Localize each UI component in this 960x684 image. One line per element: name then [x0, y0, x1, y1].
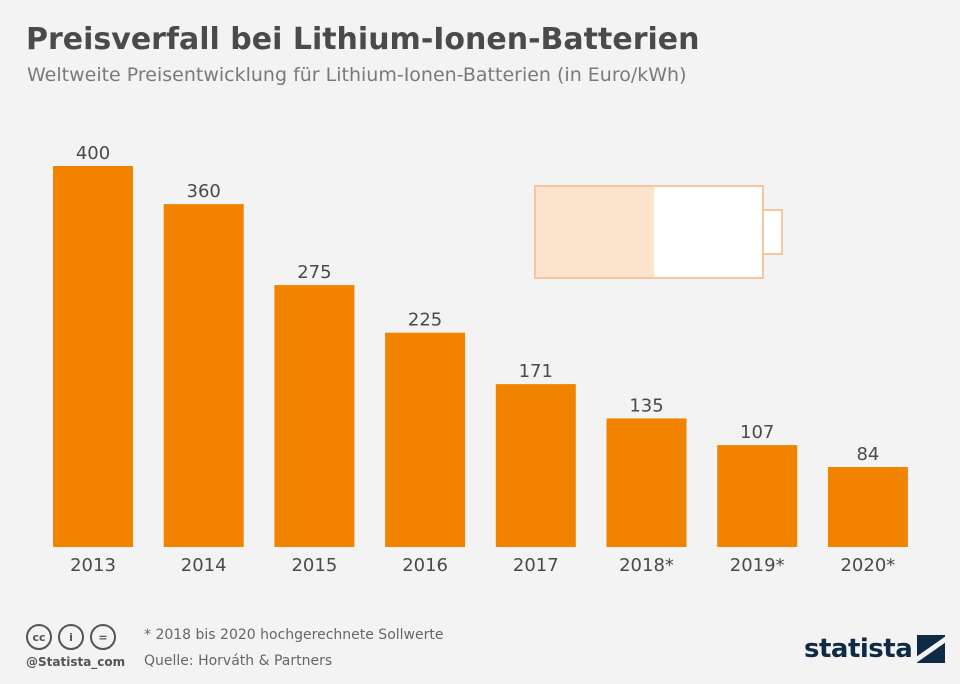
battery-icon: [534, 185, 764, 279]
value-label-2017: 171: [519, 361, 553, 382]
value-label-2013: 400: [76, 143, 110, 164]
chart-title: Preisverfall bei Lithium-Ionen-Batterien: [26, 22, 700, 57]
brand-name: statista: [804, 634, 913, 664]
statista-logo[interactable]: statista: [804, 634, 946, 664]
bar-2019: [717, 445, 798, 547]
x-tick-label-2017: 2017: [513, 555, 559, 576]
nd-icon[interactable]: =: [90, 624, 116, 650]
bar-2017: [495, 384, 576, 547]
x-tick-label-2016: 2016: [402, 555, 448, 576]
bar-chart: 400 2013 360 2014 275 2015 225 2016 171 2017 135 20…: [53, 143, 908, 576]
bar-2018: [606, 418, 687, 547]
statista-logo-icon: [917, 635, 946, 663]
x-tick-label-2018: 2018*: [619, 555, 674, 576]
value-label-2020: 84: [856, 444, 879, 465]
license-icons: cc i =: [26, 624, 116, 650]
by-icon[interactable]: i: [58, 624, 84, 650]
battery-terminal-icon: [764, 209, 783, 255]
x-tick-label-2015: 2015: [291, 555, 337, 576]
value-label-2018: 135: [629, 395, 663, 416]
value-label-2016: 225: [408, 310, 442, 331]
bar-2014: [163, 204, 244, 547]
chart-subtitle: Weltweite Preisentwicklung für Lithium-I…: [27, 64, 687, 86]
battery-charge-level: [536, 187, 654, 277]
statista-handle[interactable]: @Statista_com: [26, 655, 126, 669]
source-text: Quelle: Horváth & Partners: [144, 653, 333, 669]
value-label-2014: 360: [187, 181, 221, 202]
bar-2020: [827, 466, 908, 547]
x-tick-label-2019: 2019*: [730, 555, 785, 576]
value-label-2015: 275: [297, 262, 331, 283]
x-tick-label-2013: 2013: [70, 555, 116, 576]
x-tick-label-2014: 2014: [181, 555, 227, 576]
value-label-2019: 107: [740, 422, 774, 443]
footnote: * 2018 bis 2020 hochgerechnete Sollwerte: [144, 627, 444, 643]
x-tick-label-2020: 2020*: [840, 555, 895, 576]
bar-2013: [53, 166, 133, 547]
bar-2015: [274, 285, 355, 547]
cc-icon[interactable]: cc: [26, 624, 52, 650]
bar-2016: [385, 332, 466, 547]
